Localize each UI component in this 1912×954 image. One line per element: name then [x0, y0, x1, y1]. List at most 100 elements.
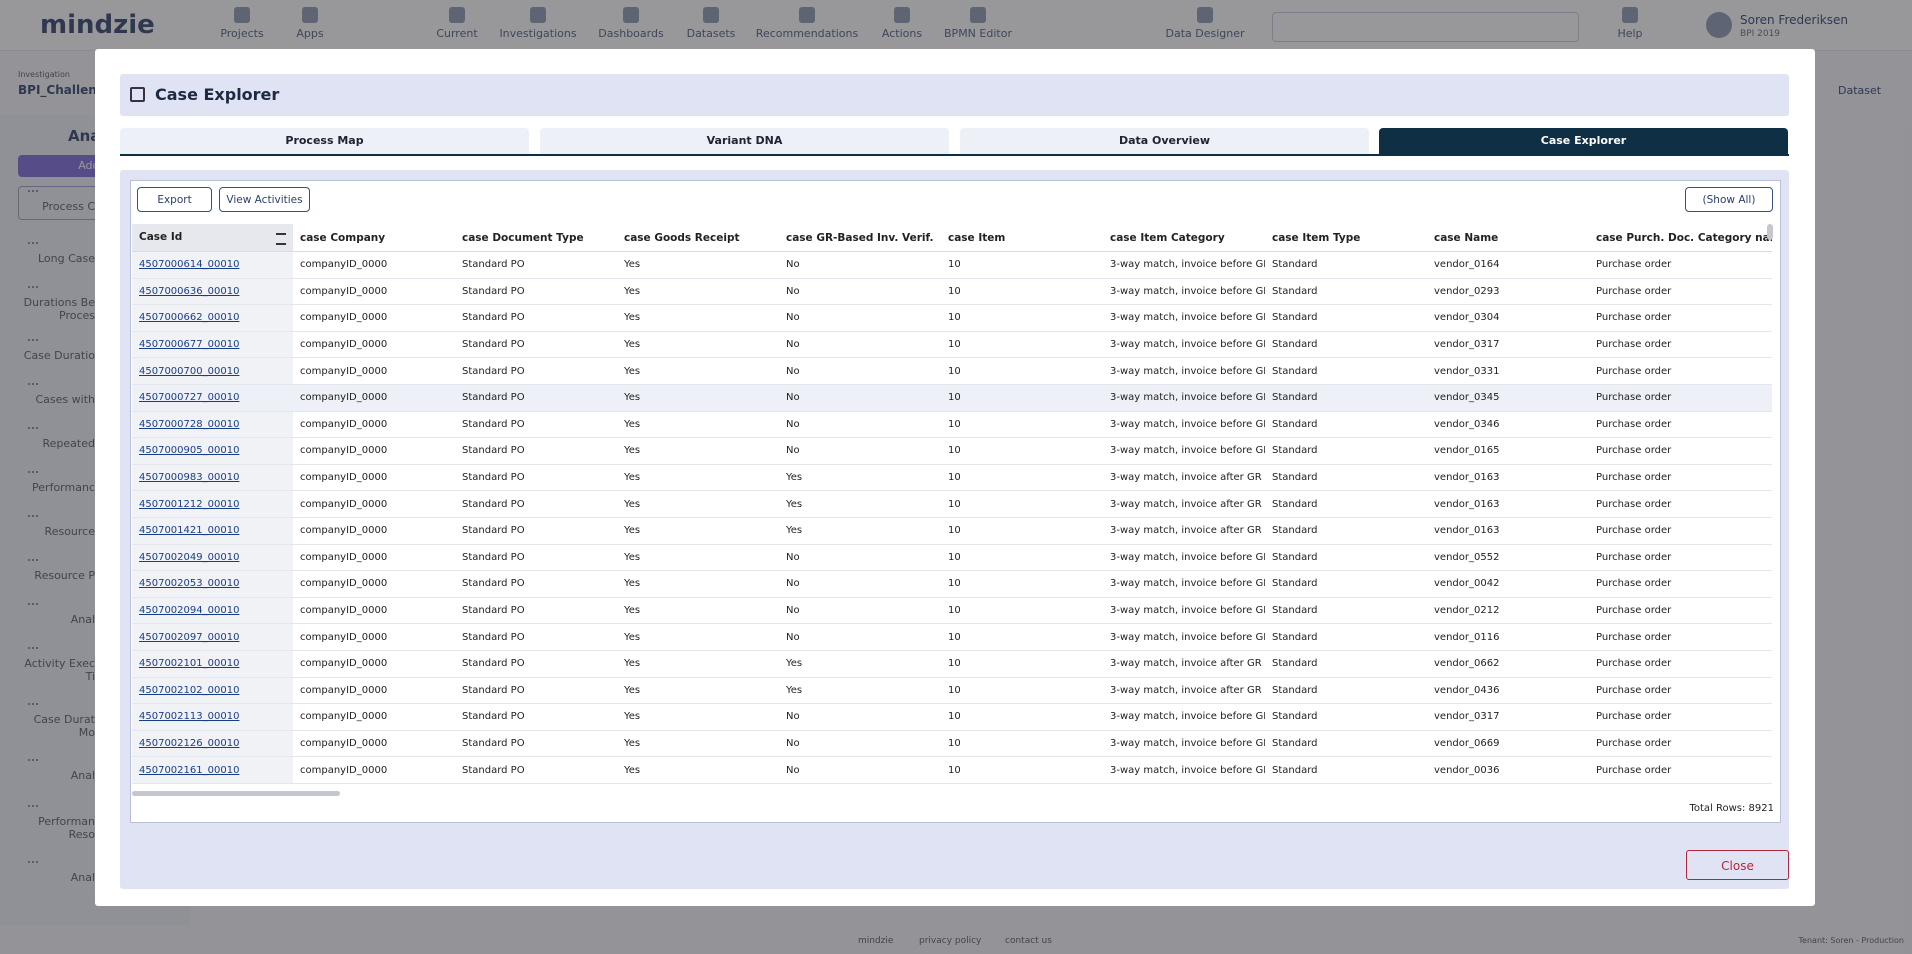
case-id-link[interactable]: 4507000983_00010 [132, 464, 293, 491]
table-cell: companyID_0000 [293, 464, 455, 491]
table-cell: 10 [941, 464, 1103, 491]
case-id-link[interactable]: 4507000700_00010 [132, 358, 293, 385]
table-cell: Purchase order [1589, 544, 1772, 571]
column-header[interactable]: case Item [941, 224, 1103, 252]
table-cell: Standard [1265, 305, 1427, 332]
table-cell: 10 [941, 384, 1103, 411]
case-id-link[interactable]: 4507002097_00010 [132, 624, 293, 651]
tab[interactable]: Case Explorer [1379, 128, 1788, 154]
table-cell: Yes [779, 650, 941, 677]
tab[interactable]: Process Map [120, 128, 529, 154]
case-id-link[interactable]: 4507000636_00010 [132, 278, 293, 305]
table-cell: Yes [617, 677, 779, 704]
case-id-link[interactable]: 4507002113_00010 [132, 704, 293, 731]
column-header[interactable]: case Name [1427, 224, 1589, 252]
table-cell: Standard [1265, 278, 1427, 305]
table-cell: Standard [1265, 517, 1427, 544]
table-cell: companyID_0000 [293, 305, 455, 332]
table-cell: companyID_0000 [293, 358, 455, 385]
column-header[interactable]: case GR-Based Inv. Verif. [779, 224, 941, 252]
case-id-link[interactable]: 4507000614_00010 [132, 252, 293, 279]
table-cell: 10 [941, 704, 1103, 731]
table-cell: Yes [617, 730, 779, 757]
table-cell: companyID_0000 [293, 597, 455, 624]
column-header[interactable]: case Document Type [455, 224, 617, 252]
column-header[interactable]: Case Id [132, 224, 293, 252]
table-cell: Standard [1265, 650, 1427, 677]
case-id-link[interactable]: 4507002161_00010 [132, 757, 293, 784]
tab[interactable]: Data Overview [960, 128, 1369, 154]
table-cell: 10 [941, 597, 1103, 624]
table-cell: No [779, 624, 941, 651]
case-id-link[interactable]: 4507002126_00010 [132, 730, 293, 757]
table-cell: 3-way match, invoice after GR [1103, 677, 1265, 704]
table-row: 4507000614_00010companyID_0000Standard P… [132, 252, 1772, 279]
table-cell: 10 [941, 331, 1103, 358]
case-id-link[interactable]: 4507000662_00010 [132, 305, 293, 332]
case-id-link[interactable]: 4507002094_00010 [132, 597, 293, 624]
table-cell: Standard [1265, 491, 1427, 518]
table-cell: Yes [617, 597, 779, 624]
case-id-link[interactable]: 4507001212_00010 [132, 491, 293, 518]
table-cell: vendor_0436 [1427, 677, 1589, 704]
show-all-button[interactable]: (Show All) [1685, 187, 1773, 212]
total-rows: Total Rows: 8921 [1689, 803, 1774, 814]
column-header[interactable]: case Company [293, 224, 455, 252]
table-cell: 10 [941, 730, 1103, 757]
table-cell: Standard [1265, 438, 1427, 465]
table-cell: Standard [1265, 331, 1427, 358]
table-row: 4507000636_00010companyID_0000Standard P… [132, 278, 1772, 305]
table-cell: Standard PO [455, 650, 617, 677]
table-cell: 10 [941, 491, 1103, 518]
table-cell: companyID_0000 [293, 571, 455, 598]
case-id-link[interactable]: 4507000728_00010 [132, 411, 293, 438]
table-cell: Standard [1265, 571, 1427, 598]
case-id-link[interactable]: 4507001421_00010 [132, 517, 293, 544]
case-id-link[interactable]: 4507000905_00010 [132, 438, 293, 465]
table-cell: vendor_0552 [1427, 544, 1589, 571]
column-header[interactable]: case Purch. Doc. Category name [1589, 224, 1772, 252]
table-cell: Standard [1265, 704, 1427, 731]
table-cell: Purchase order [1589, 384, 1772, 411]
tab[interactable]: Variant DNA [540, 128, 949, 154]
case-id-link[interactable]: 4507000677_00010 [132, 331, 293, 358]
table-cell: Yes [617, 305, 779, 332]
table-cell: Yes [617, 650, 779, 677]
table-row: 4507001212_00010companyID_0000Standard P… [132, 491, 1772, 518]
table-cell: vendor_0212 [1427, 597, 1589, 624]
table-cell: Standard [1265, 677, 1427, 704]
column-header[interactable]: case Goods Receipt [617, 224, 779, 252]
table-cell: 3-way match, invoice before GR [1103, 411, 1265, 438]
table-cell: Purchase order [1589, 438, 1772, 465]
table-row: 4507002094_00010companyID_0000Standard P… [132, 597, 1772, 624]
table-cell: vendor_0317 [1427, 331, 1589, 358]
table-cell: companyID_0000 [293, 757, 455, 784]
table-cell: Yes [617, 544, 779, 571]
export-button[interactable]: Export [137, 187, 212, 212]
close-button[interactable]: Close [1686, 850, 1789, 880]
case-id-link[interactable]: 4507002101_00010 [132, 650, 293, 677]
table-cell: Yes [617, 358, 779, 385]
table-cell: 10 [941, 278, 1103, 305]
table-row: 4507002049_00010companyID_0000Standard P… [132, 544, 1772, 571]
column-header[interactable]: case Item Category [1103, 224, 1265, 252]
case-id-link[interactable]: 4507000727_00010 [132, 384, 293, 411]
table-cell: companyID_0000 [293, 252, 455, 279]
table-row: 4507000905_00010companyID_0000Standard P… [132, 438, 1772, 465]
table-cell: Yes [617, 757, 779, 784]
case-id-link[interactable]: 4507002102_00010 [132, 677, 293, 704]
h-scrollbar[interactable] [132, 791, 340, 796]
sort-icon[interactable] [276, 233, 286, 245]
table-cell: Standard PO [455, 730, 617, 757]
table-cell: companyID_0000 [293, 411, 455, 438]
header-icon [130, 87, 145, 102]
table-cell: Purchase order [1589, 704, 1772, 731]
table-cell: No [779, 704, 941, 731]
column-header[interactable]: case Item Type [1265, 224, 1427, 252]
case-id-link[interactable]: 4507002053_00010 [132, 571, 293, 598]
case-id-link[interactable]: 4507002049_00010 [132, 544, 293, 571]
view-activities-button[interactable]: View Activities [219, 187, 310, 212]
modal-header: Case Explorer [120, 74, 1789, 116]
v-scrollbar[interactable] [1767, 224, 1773, 240]
table-row: 4507000662_00010companyID_0000Standard P… [132, 305, 1772, 332]
